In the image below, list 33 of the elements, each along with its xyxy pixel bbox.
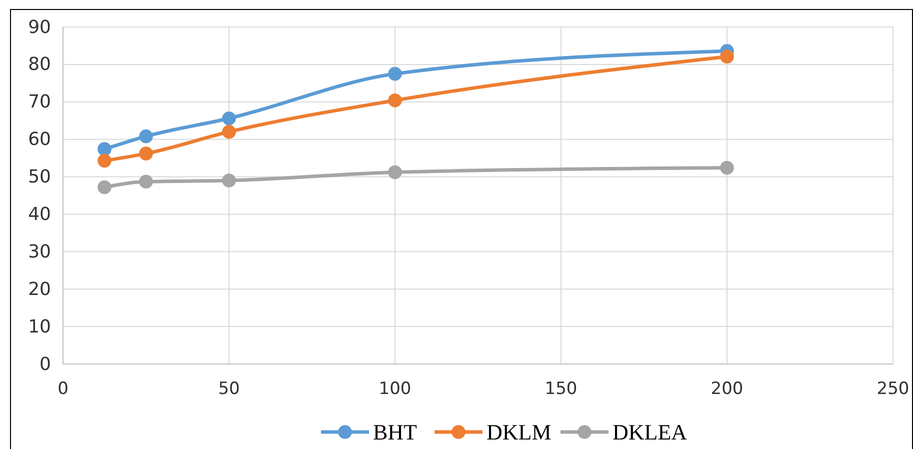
legend-label: DKLM xyxy=(486,420,552,445)
y-tick-label: 80 xyxy=(28,54,51,76)
y-tick-label: 10 xyxy=(28,316,51,338)
point xyxy=(98,154,112,168)
point xyxy=(139,129,153,144)
point xyxy=(388,66,402,81)
x-tick-label: 200 xyxy=(710,379,744,400)
y-tick-label: 70 xyxy=(28,92,51,113)
point xyxy=(139,174,153,189)
legend-label: BHT xyxy=(373,420,418,445)
point xyxy=(222,174,236,188)
y-tick-label: 0 xyxy=(40,354,51,375)
point xyxy=(98,142,112,156)
point xyxy=(720,50,734,64)
y-tick-label: 40 xyxy=(28,204,51,225)
y-tick-label: 60 xyxy=(28,129,51,150)
point xyxy=(388,93,402,108)
point xyxy=(720,160,734,175)
y-tick-label: 90 xyxy=(28,16,51,38)
point xyxy=(222,111,236,126)
y-tick-label: 30 xyxy=(28,241,51,262)
point xyxy=(222,124,236,139)
point xyxy=(139,146,153,160)
point xyxy=(388,165,402,180)
legend-label: DKLEA xyxy=(612,420,688,445)
x-tick-label: 50 xyxy=(218,379,240,400)
point xyxy=(98,180,112,194)
y-tick-label: 50 xyxy=(28,166,51,188)
y-tick-label: 20 xyxy=(28,278,51,300)
x-tick-label: 150 xyxy=(544,379,578,400)
x-tick-label: 100 xyxy=(378,379,412,400)
x-tick-label: 250 xyxy=(876,379,910,400)
x-tick-label: 0 xyxy=(58,379,68,400)
